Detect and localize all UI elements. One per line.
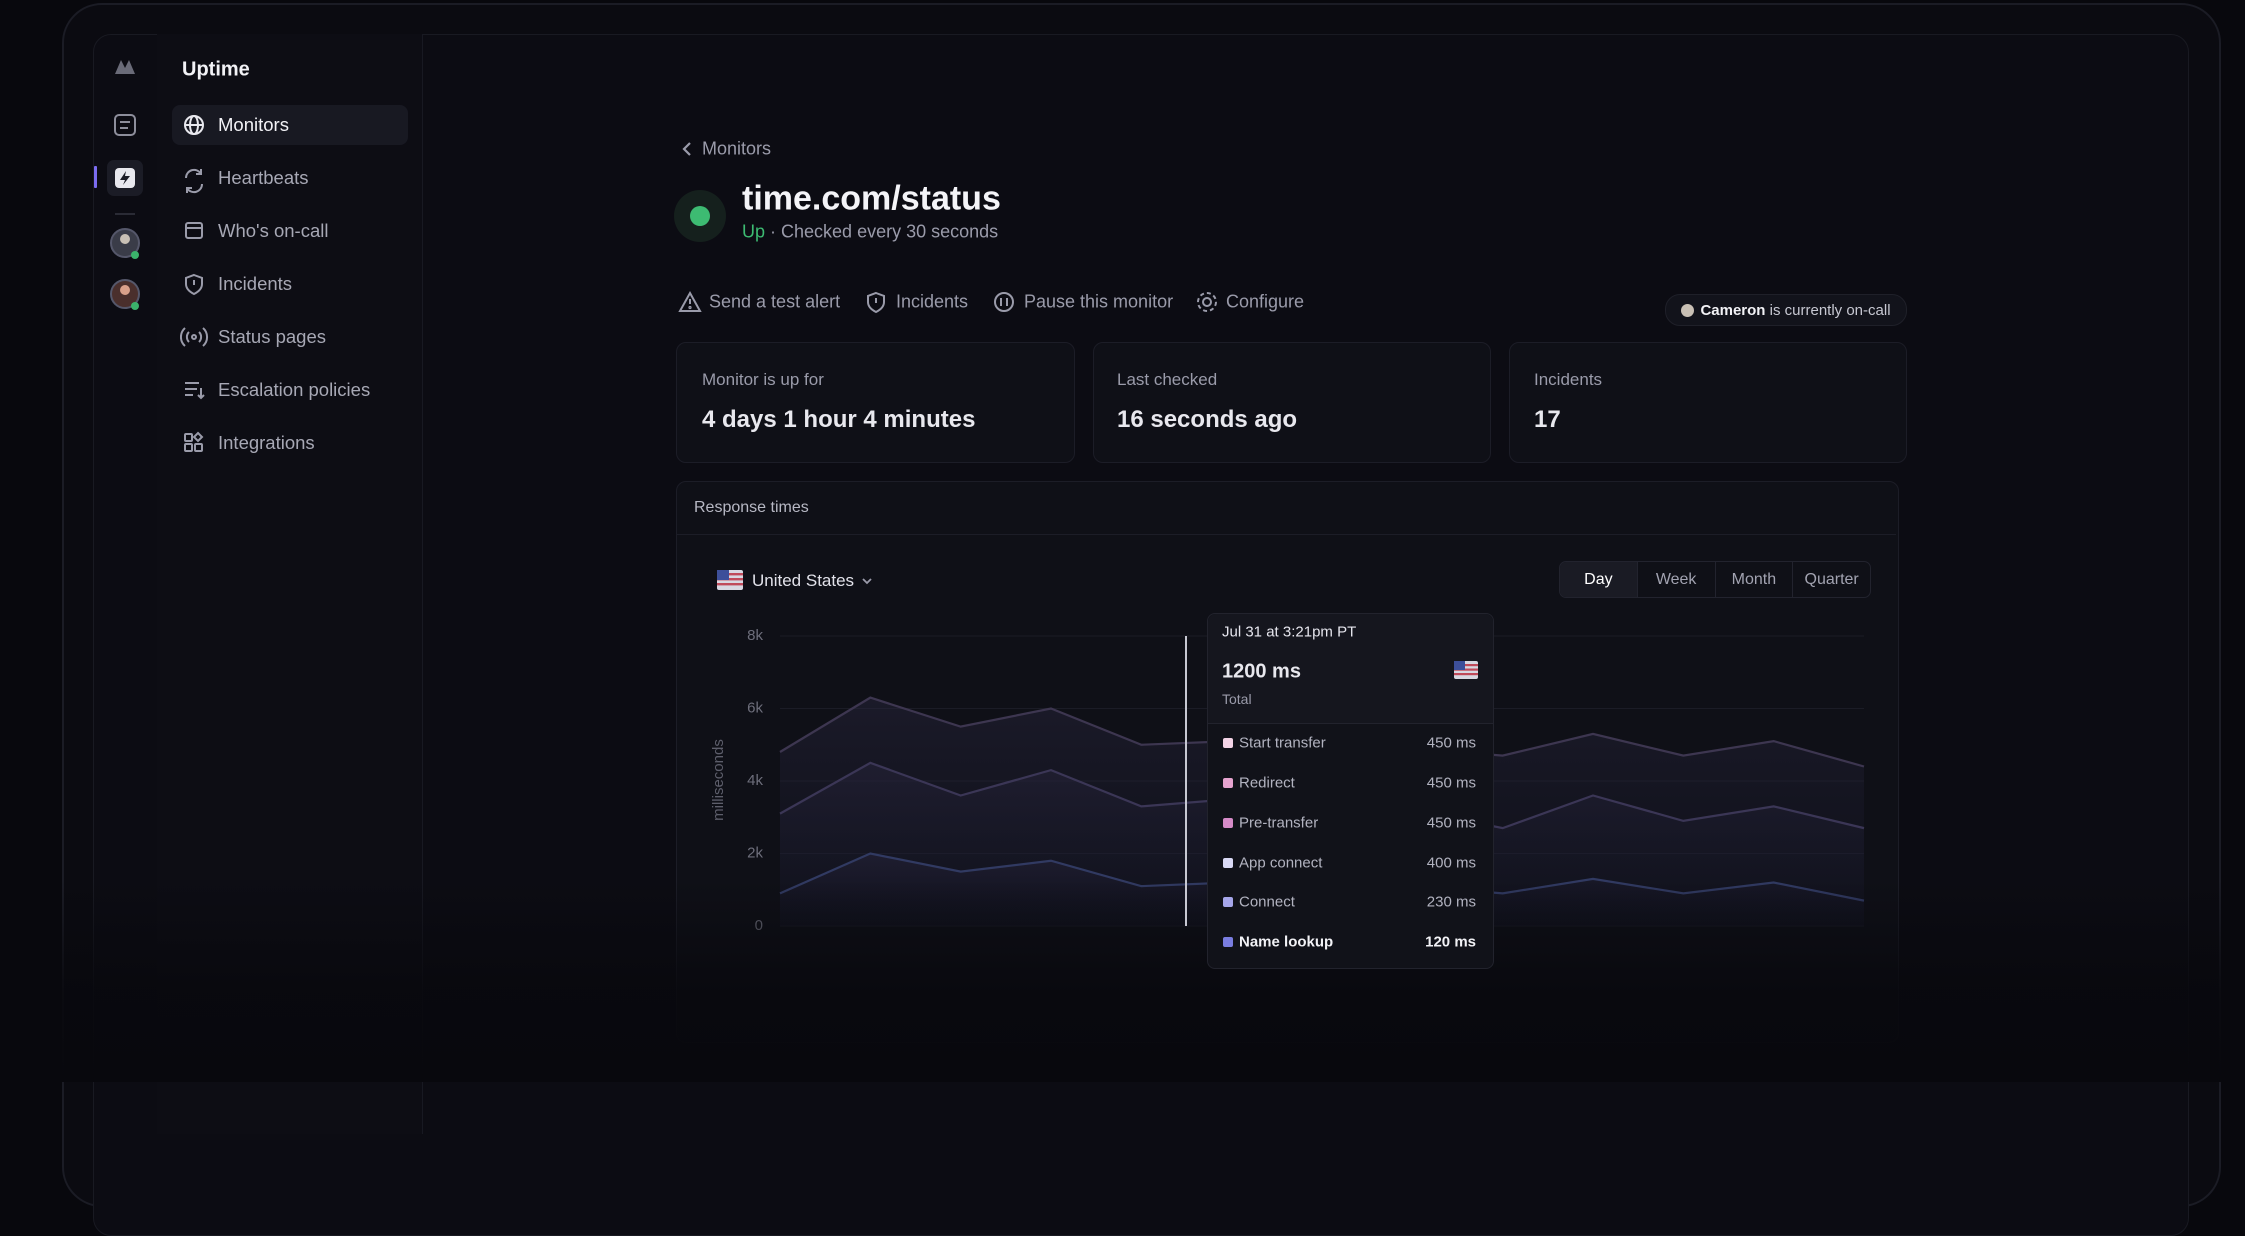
row-swatch bbox=[1223, 778, 1233, 788]
row-swatch bbox=[1223, 858, 1233, 868]
stat-label: Incidents bbox=[1534, 370, 1603, 389]
range-option[interactable]: Week bbox=[1636, 562, 1715, 597]
range-selector: Day Week Month Quarter bbox=[1559, 561, 1871, 598]
status-detail: · Checked every 30 seconds bbox=[770, 221, 999, 242]
on-call-pill[interactable]: Cameron is currently on-call bbox=[1665, 294, 1907, 326]
response-chart: milliseconds 0 2k 4k 6k 8k bbox=[710, 627, 1865, 934]
action-button[interactable]: Incidents bbox=[896, 291, 969, 312]
status: Up bbox=[742, 221, 766, 242]
flag-icon bbox=[1454, 661, 1478, 679]
y-tick-label: 8k bbox=[747, 627, 763, 644]
panel-divider bbox=[677, 534, 1896, 535]
stat-label: Monitor is up for bbox=[702, 370, 824, 389]
stat-card bbox=[1509, 342, 1907, 463]
y-axis-label: milliseconds bbox=[710, 739, 727, 821]
back-icon[interactable] bbox=[680, 139, 696, 159]
row-value: 400 ms bbox=[1426, 854, 1476, 872]
row-value: 120 ms bbox=[1425, 933, 1476, 951]
monitor-title: time.com/status bbox=[742, 179, 1001, 218]
row-swatch bbox=[1223, 937, 1233, 947]
row-value: 450 ms bbox=[1426, 774, 1476, 792]
nav-item[interactable]: Who's on-call bbox=[218, 220, 329, 241]
back-link[interactable]: Monitors bbox=[702, 138, 772, 159]
on-call-avatar bbox=[1681, 303, 1695, 317]
tooltip-title: Jul 31 at 3:21pm PT bbox=[1222, 623, 1357, 641]
row-name: App connect bbox=[1239, 854, 1323, 872]
row-swatch bbox=[1223, 738, 1233, 748]
stat-value: 4 days 1 hour 4 minutes bbox=[702, 406, 976, 433]
nav-icons bbox=[180, 115, 209, 452]
nav-item[interactable]: Integrations bbox=[218, 432, 315, 453]
range-option[interactable]: Quarter bbox=[1792, 562, 1870, 597]
page: Uptime Monitors Heartbeats Who's on-call… bbox=[0, 3, 2245, 1236]
region-select[interactable]: United States bbox=[752, 571, 855, 590]
stat-card bbox=[676, 342, 1075, 463]
row-name: Connect bbox=[1239, 893, 1295, 911]
stat-value: 17 bbox=[1534, 406, 1561, 433]
nav-item[interactable]: Heartbeats bbox=[218, 167, 309, 188]
range-option[interactable]: Month bbox=[1714, 562, 1793, 597]
action-button[interactable]: Send a test alert bbox=[709, 291, 841, 312]
action-button[interactable]: Configure bbox=[1226, 291, 1305, 312]
row-swatch bbox=[1223, 897, 1233, 907]
row-name: Start transfer bbox=[1239, 734, 1326, 752]
nav-item[interactable]: Incidents bbox=[218, 273, 293, 294]
tooltip-total-label: Total bbox=[1222, 691, 1252, 707]
logo bbox=[115, 60, 135, 74]
stat-label: Last checked bbox=[1117, 370, 1218, 389]
tooltip-total: 1200 ms bbox=[1222, 660, 1301, 683]
active-indicator bbox=[94, 166, 97, 188]
row-value: 450 ms bbox=[1426, 814, 1476, 832]
stat-card bbox=[1093, 342, 1491, 463]
row-name: Redirect bbox=[1239, 774, 1295, 792]
nav-item[interactable]: Monitors bbox=[218, 114, 289, 135]
y-tick-label: 4k bbox=[747, 772, 763, 789]
row-value: 230 ms bbox=[1426, 893, 1476, 911]
rail-icon[interactable] bbox=[114, 114, 136, 136]
flag-icon bbox=[717, 570, 743, 590]
nav-item[interactable]: Status pages bbox=[218, 326, 326, 347]
nav-item[interactable]: Escalation policies bbox=[218, 379, 371, 400]
hover-cursor bbox=[1185, 636, 1187, 926]
stat-value: 16 seconds ago bbox=[1117, 406, 1298, 433]
on-call-text: is currently on-call bbox=[1769, 301, 1891, 319]
tooltip bbox=[1207, 613, 1494, 969]
status-indicator bbox=[674, 190, 726, 242]
action-icons bbox=[678, 290, 1217, 314]
rail-icons bbox=[94, 60, 143, 310]
range-option[interactable]: Day bbox=[1560, 562, 1637, 597]
y-tick-label: 2k bbox=[747, 844, 763, 861]
action-button[interactable]: Pause this monitor bbox=[1024, 291, 1174, 312]
status-line: Up · Checked every 30 seconds bbox=[742, 222, 998, 243]
nav-active bbox=[172, 105, 408, 145]
panel-title: Response times bbox=[694, 499, 809, 516]
dropdown-caret[interactable] bbox=[860, 574, 874, 588]
on-call-name: Cameron bbox=[1700, 301, 1766, 319]
row-name: Pre-transfer bbox=[1239, 814, 1319, 832]
y-tick-label: 0 bbox=[755, 917, 763, 934]
row-value: 450 ms bbox=[1426, 734, 1476, 752]
row-swatch bbox=[1223, 818, 1233, 828]
row-name: Name lookup bbox=[1239, 933, 1334, 951]
y-tick-label: 6k bbox=[747, 699, 763, 716]
app-title: Uptime bbox=[182, 58, 250, 81]
